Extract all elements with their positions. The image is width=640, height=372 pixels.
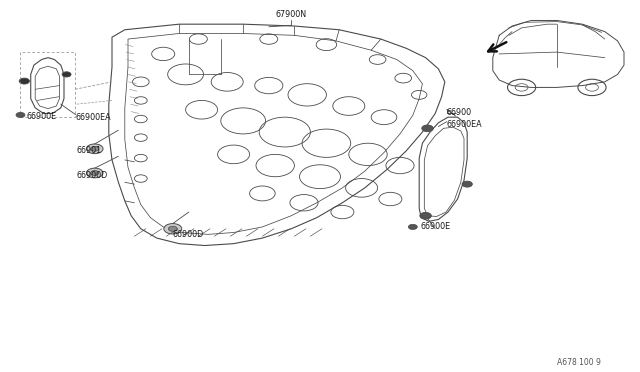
Circle shape xyxy=(19,78,29,84)
Bar xyxy=(20,52,75,117)
Text: 66900E: 66900E xyxy=(27,112,57,121)
Circle shape xyxy=(168,226,177,231)
Circle shape xyxy=(408,224,417,230)
Circle shape xyxy=(164,224,182,234)
Text: 66901: 66901 xyxy=(77,146,102,155)
Circle shape xyxy=(16,112,25,118)
Circle shape xyxy=(86,144,103,154)
Text: 66900D: 66900D xyxy=(173,230,204,239)
Text: 66900EA: 66900EA xyxy=(76,113,111,122)
Circle shape xyxy=(462,181,472,187)
Text: 66900: 66900 xyxy=(447,108,472,117)
Circle shape xyxy=(91,147,99,151)
Circle shape xyxy=(91,170,99,176)
Text: 67900N: 67900N xyxy=(276,10,307,19)
Text: 66900E: 66900E xyxy=(420,222,451,231)
Text: A678 100 9: A678 100 9 xyxy=(557,358,601,367)
Circle shape xyxy=(422,125,433,132)
Text: 66900D: 66900D xyxy=(77,171,108,180)
Circle shape xyxy=(86,168,103,178)
Text: 66900EA: 66900EA xyxy=(447,120,483,129)
Circle shape xyxy=(420,212,431,219)
Circle shape xyxy=(62,72,71,77)
